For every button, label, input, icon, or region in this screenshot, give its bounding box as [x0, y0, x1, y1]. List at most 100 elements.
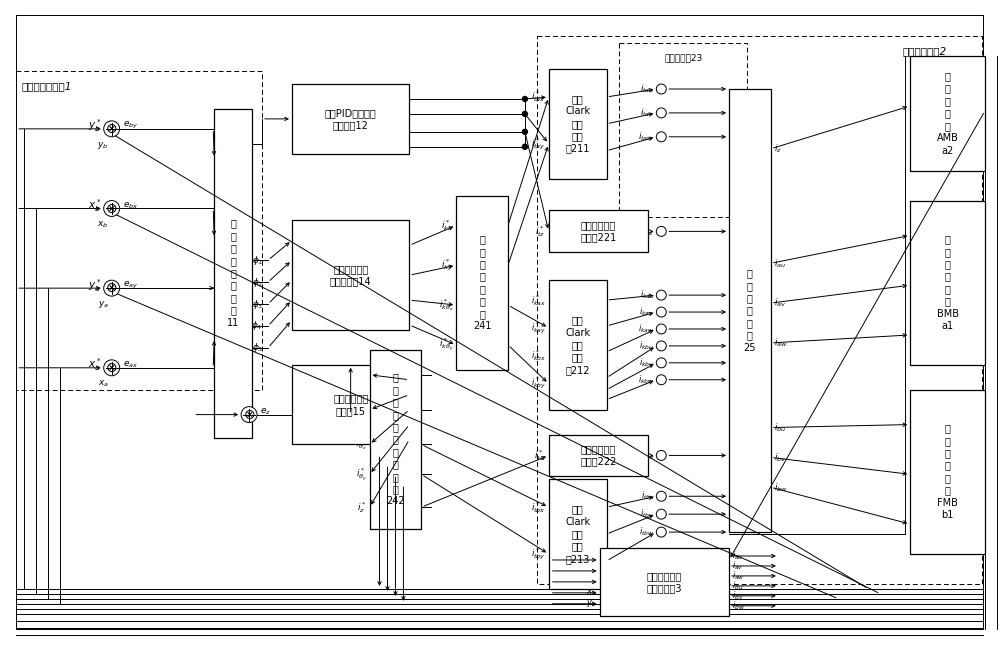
Circle shape: [104, 280, 120, 296]
Bar: [600, 548, 729, 616]
Text: $i_z$: $i_z$: [774, 143, 782, 155]
Text: $\otimes$: $\otimes$: [105, 201, 118, 215]
Text: $i_{kav}$: $i_{kav}$: [639, 306, 654, 318]
Circle shape: [656, 509, 666, 519]
Text: $\phi_3$: $\phi_3$: [252, 297, 263, 311]
Text: $i_{kx}^*$: $i_{kx}^*$: [441, 218, 453, 233]
Text: $e_{by}$: $e_{by}$: [123, 121, 138, 132]
Text: $\phi_5$: $\phi_5$: [252, 341, 263, 354]
Text: $i_{tz}^*$: $i_{tz}^*$: [535, 224, 546, 239]
Text: $\phi_2$: $\phi_2$: [252, 275, 263, 289]
Text: $\otimes$: $\otimes$: [105, 122, 118, 136]
Bar: [549, 69, 607, 179]
Text: $z$: $z$: [590, 555, 597, 564]
Text: 第一
Clark
逆变
换模
块211: 第一 Clark 逆变 换模 块211: [565, 94, 590, 154]
Text: $i_{tz}$: $i_{tz}$: [644, 225, 654, 237]
Text: $i_{tau}$: $i_{tau}$: [640, 83, 654, 95]
Bar: [370, 350, 421, 529]
Text: $i_{kby}^*$: $i_{kby}^*$: [531, 376, 546, 392]
Text: 累
加
和
坐
标
系
转
换
模
块
242: 累 加 和 坐 标 系 转 换 模 块 242: [386, 373, 405, 506]
Text: $x_b$: $x_b$: [97, 219, 109, 230]
Text: $i_{aw}$: $i_{aw}$: [732, 570, 745, 582]
Text: $y_b$: $y_b$: [97, 140, 109, 151]
Circle shape: [656, 226, 666, 236]
Text: $y_b^*$: $y_b^*$: [88, 117, 102, 134]
Circle shape: [656, 527, 666, 537]
Text: $\otimes$: $\otimes$: [243, 408, 255, 422]
Text: $i_{k\theta_y}^*$: $i_{k\theta_y}^*$: [439, 337, 453, 353]
Text: $x_a^*$: $x_a^*$: [88, 357, 102, 373]
Text: $i_{bu}$: $i_{bu}$: [732, 580, 743, 592]
Text: $i_{ky}^*$: $i_{ky}^*$: [441, 257, 453, 273]
Text: $i_{tbu}$: $i_{tbu}$: [641, 490, 654, 502]
Text: $i_{kbw}$: $i_{kbw}$: [638, 373, 654, 386]
Bar: [549, 280, 607, 410]
Circle shape: [656, 358, 666, 368]
Text: 电
流
归
整
模
块
25: 电 流 归 整 模 块 25: [744, 268, 756, 353]
Bar: [910, 56, 985, 171]
Text: $i_{kay}^*$: $i_{kay}^*$: [531, 320, 546, 336]
Text: $i_{bv}$: $i_{bv}$: [774, 451, 786, 464]
Text: $i_{kz}^*$: $i_{kz}^*$: [534, 448, 546, 463]
Text: 25: 25: [744, 515, 756, 525]
Circle shape: [656, 108, 666, 118]
Circle shape: [522, 97, 527, 101]
Bar: [292, 84, 409, 154]
Circle shape: [522, 130, 527, 134]
Text: $e_z$: $e_z$: [260, 406, 271, 417]
Circle shape: [656, 307, 666, 317]
Circle shape: [656, 84, 666, 94]
Text: $x_a$: $x_a$: [98, 379, 109, 389]
Text: $y_b$: $y_b$: [586, 599, 597, 610]
Text: $i_{tay}^*$: $i_{tay}^*$: [531, 136, 546, 152]
Circle shape: [522, 112, 527, 116]
Text: $i_{au}$: $i_{au}$: [732, 550, 743, 562]
Circle shape: [656, 290, 666, 300]
Text: $i_{\theta_x}^*$: $i_{\theta_x}^*$: [356, 437, 367, 452]
Text: $i_{\theta_y}^*$: $i_{\theta_y}^*$: [356, 466, 367, 483]
Bar: [619, 43, 747, 217]
Text: 第三
Clark
逆变
换模
块213: 第三 Clark 逆变 换模 块213: [565, 504, 590, 564]
Text: $\otimes$: $\otimes$: [105, 361, 118, 375]
Text: $x_b$: $x_b$: [586, 588, 597, 598]
Text: $i_x^*$: $i_x^*$: [357, 367, 367, 382]
Bar: [549, 479, 607, 589]
Text: $i_{tbw}$: $i_{tbw}$: [639, 526, 654, 539]
Bar: [549, 435, 648, 477]
Text: $z$: $z$: [239, 426, 246, 435]
Bar: [910, 201, 985, 365]
Text: 复合被控对象2: 复合被控对象2: [902, 46, 946, 56]
Text: $i_{bw}$: $i_{bw}$: [774, 481, 788, 493]
Text: $\otimes$: $\otimes$: [105, 281, 118, 295]
Bar: [729, 89, 771, 532]
Bar: [537, 36, 982, 584]
Text: 前
径
向
磁
轴
承
BMB
a1: 前 径 向 磁 轴 承 BMB a1: [937, 234, 959, 331]
Bar: [292, 365, 409, 444]
Circle shape: [656, 375, 666, 384]
Text: 电流传感器23: 电流传感器23: [664, 53, 702, 62]
Circle shape: [241, 406, 257, 422]
Text: $x_b^*$: $x_b^*$: [88, 197, 102, 214]
Text: $i_{tbx}^*$: $i_{tbx}^*$: [531, 500, 546, 515]
Circle shape: [104, 360, 120, 376]
Text: 第一开关功率
放大器221: 第一开关功率 放大器221: [580, 220, 617, 243]
Text: $i_{kbx}^*$: $i_{kbx}^*$: [531, 348, 546, 363]
Text: $i_y^*$: $i_y^*$: [357, 402, 367, 417]
Text: $i_{av}$: $i_{av}$: [732, 560, 743, 572]
Text: 改进零功率控
制模块15: 改进零功率控 制模块15: [333, 393, 368, 416]
Text: $i_{bw}$: $i_{bw}$: [732, 599, 745, 612]
Text: 神经网络逆解
耦控制模块14: 神经网络逆解 耦控制模块14: [330, 264, 371, 286]
Bar: [292, 221, 409, 330]
Text: 控
制
方
式
切
换
模
块
11: 控 制 方 式 切 换 模 块 11: [227, 219, 239, 328]
Circle shape: [656, 132, 666, 142]
Text: $i_{k\theta_x}^*$: $i_{k\theta_x}^*$: [439, 297, 453, 313]
Text: $i_{tby}^*$: $i_{tby}^*$: [531, 546, 546, 562]
Text: $\phi_1$: $\phi_1$: [252, 253, 263, 267]
Text: 后
径
向
磁
轴
承
FMB
b1: 后 径 向 磁 轴 承 FMB b1: [937, 424, 958, 521]
Text: $\phi_4$: $\phi_4$: [251, 319, 263, 332]
Bar: [214, 109, 252, 437]
Text: $e_{bx}$: $e_{bx}$: [123, 200, 138, 211]
Circle shape: [522, 144, 527, 149]
Text: 第二
Clark
逆变
换模
块212: 第二 Clark 逆变 换模 块212: [565, 315, 590, 375]
Text: $i_{kz}$: $i_{kz}$: [643, 449, 654, 462]
